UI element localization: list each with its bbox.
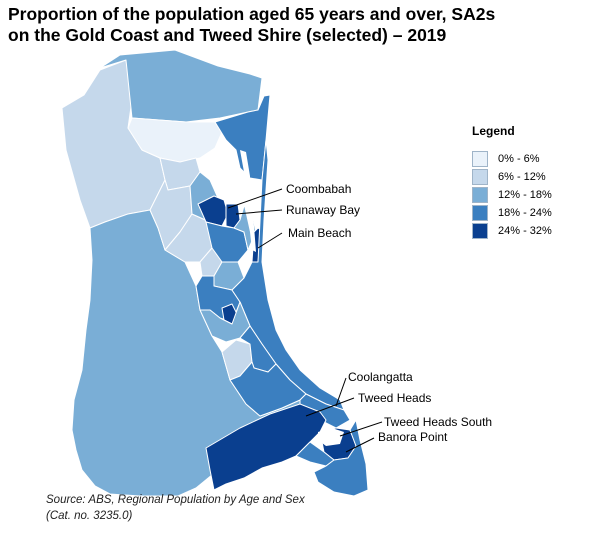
source-line-2: (Cat. no. 3235.0): [46, 510, 133, 522]
legend: Legend 0% - 6% 6% - 12% 12% - 18% 18% - 24%…: [472, 124, 552, 240]
legend-swatch: [472, 223, 488, 239]
legend-item: 6% - 12%: [472, 168, 552, 186]
source-line-1: Source: ABS, Regional Population by Age …: [46, 494, 305, 506]
leader-coombabah: [227, 188, 283, 209]
map-title-line-1: Proportion of the population aged 65 yea…: [8, 4, 496, 24]
inland-water-1: [224, 146, 236, 166]
label-coolangatta: Coolangatta: [348, 370, 413, 384]
legend-label: 18% - 24%: [498, 207, 552, 219]
leader-banora-point: [345, 437, 375, 453]
legend-swatch: [472, 151, 488, 167]
region-north-light: [127, 117, 223, 163]
source-note: Source: ABS, Regional Population by Age …: [46, 492, 305, 524]
label-main-beach: Main Beach: [288, 226, 351, 240]
legend-swatch: [472, 205, 488, 221]
legend-label: 6% - 12%: [498, 171, 546, 183]
region-south-central-mid: [199, 301, 251, 343]
legend-item: 0% - 6%: [472, 150, 552, 168]
label-tweed-heads-south: Tweed Heads South: [384, 415, 492, 429]
legend-label: 12% - 18%: [498, 189, 552, 201]
leader-main-beach: [257, 232, 283, 249]
map-title: Proportion of the population aged 65 yea…: [8, 4, 578, 46]
legend-items: 0% - 6% 6% - 12% 12% - 18% 18% - 24% 24% - 3…: [472, 150, 552, 240]
leader-coolangatta: [335, 377, 347, 407]
legend-swatch: [472, 169, 488, 185]
label-runaway-bay: Runaway Bay: [286, 203, 360, 217]
legend-item: 18% - 24%: [472, 204, 552, 222]
label-banora-point: Banora Point: [378, 430, 448, 444]
legend-label: 0% - 6%: [498, 153, 540, 165]
label-coombabah: Coombabah: [286, 182, 351, 196]
legend-item: 12% - 18%: [472, 186, 552, 204]
legend-title: Legend: [472, 124, 515, 138]
map-title-line-2: on the Gold Coast and Tweed Shire (selec…: [8, 25, 447, 45]
legend-item: 24% - 32%: [472, 222, 552, 240]
leader-tweed-heads-south: [339, 421, 383, 437]
leader-tweed-heads: [305, 397, 355, 417]
tweed-river-water: [318, 428, 344, 446]
leader-runaway-bay: [235, 209, 283, 215]
legend-swatch: [472, 187, 488, 203]
legend-label: 24% - 32%: [498, 225, 552, 237]
label-tweed-heads: Tweed Heads: [358, 391, 431, 405]
